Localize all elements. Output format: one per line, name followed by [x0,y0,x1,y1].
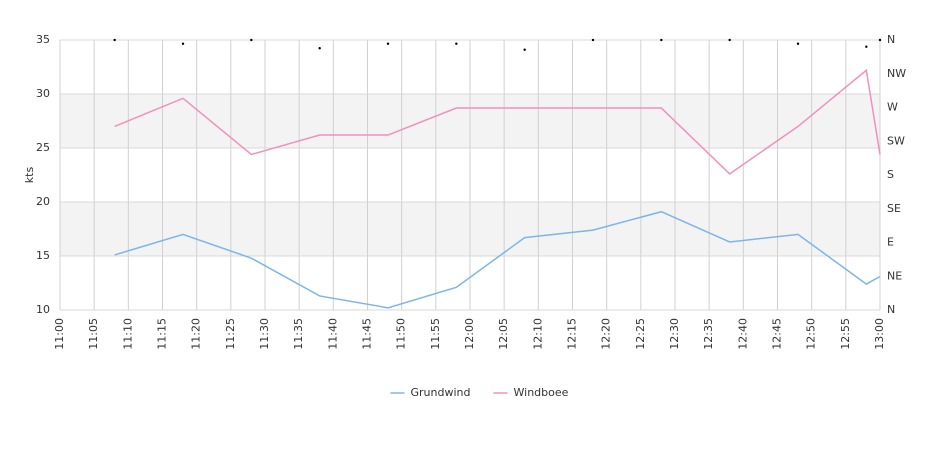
x-tick-label: 11:45 [361,318,374,350]
x-tick-label: 11:50 [395,318,408,350]
x-tick-label: 12:40 [736,318,749,350]
series-line [114,210,881,309]
x-tick-label: 12:50 [805,318,818,350]
x-tick-label: 12:15 [566,318,579,350]
legend-item: Grundwind [390,386,471,399]
direction-marker [523,48,526,51]
y2-tick-label: N [887,33,895,46]
direction-marker [796,42,800,45]
direction-marker [250,38,253,42]
y-tick-label: 10 [36,303,50,316]
x-tick-label: 11:00 [53,318,66,350]
y2-tick-label: NE [887,269,902,282]
direction-marker [181,42,185,45]
y-tick-label: 35 [36,33,50,46]
x-tick-label: 12:00 [463,318,476,350]
x-tick-label: 11:40 [326,318,339,350]
direction-marker [113,38,116,42]
x-tick-label: 11:05 [87,318,100,350]
direction-marker [878,38,882,42]
direction-marker [865,45,868,48]
x-tick-label: 12:45 [771,318,784,350]
y2-tick-label: SE [887,202,901,215]
x-tick-label: 12:05 [497,318,510,350]
y-axis-label: kts [23,167,36,184]
x-tick-label: 11:35 [292,318,305,350]
direction-marker [318,47,321,50]
x-tick-label: 12:10 [531,318,544,350]
x-tick-label: 12:55 [839,318,852,350]
x-tick-label: 11:55 [429,318,442,350]
y2-tick-label: E [887,236,894,249]
y-tick-label: 25 [36,141,50,154]
x-tick-label: 11:25 [224,318,237,350]
y-tick-label: 15 [36,249,50,262]
x-tick-label: 12:25 [634,318,647,350]
x-tick-label: 12:35 [702,318,715,350]
x-tick-label: 13:00 [873,318,886,350]
y2-tick-label: NW [887,67,906,80]
x-tick-label: 12:20 [600,318,613,350]
x-tick-label: 11:20 [190,318,203,350]
direction-marker [455,42,458,45]
x-tick-label: 11:30 [258,318,271,350]
y-tick-label: 30 [36,87,50,100]
x-tick-label: 11:10 [121,318,134,350]
y-tick-label: 20 [36,195,50,208]
x-tick-label: 12:30 [668,318,681,350]
direction-marker [728,38,731,42]
legend-label: Windboee [514,386,569,399]
legend-item: Windboee [493,386,569,399]
legend-label: Grundwind [411,386,471,399]
direction-marker [386,42,390,45]
x-tick-label: 11:15 [156,318,169,350]
y2-tick-label: S [887,168,894,181]
y2-tick-label: W [887,101,898,114]
direction-marker [660,38,663,42]
series-line [114,68,881,175]
y2-tick-label: N [887,303,895,316]
y2-tick-label: SW [887,134,905,147]
direction-marker [591,38,595,42]
